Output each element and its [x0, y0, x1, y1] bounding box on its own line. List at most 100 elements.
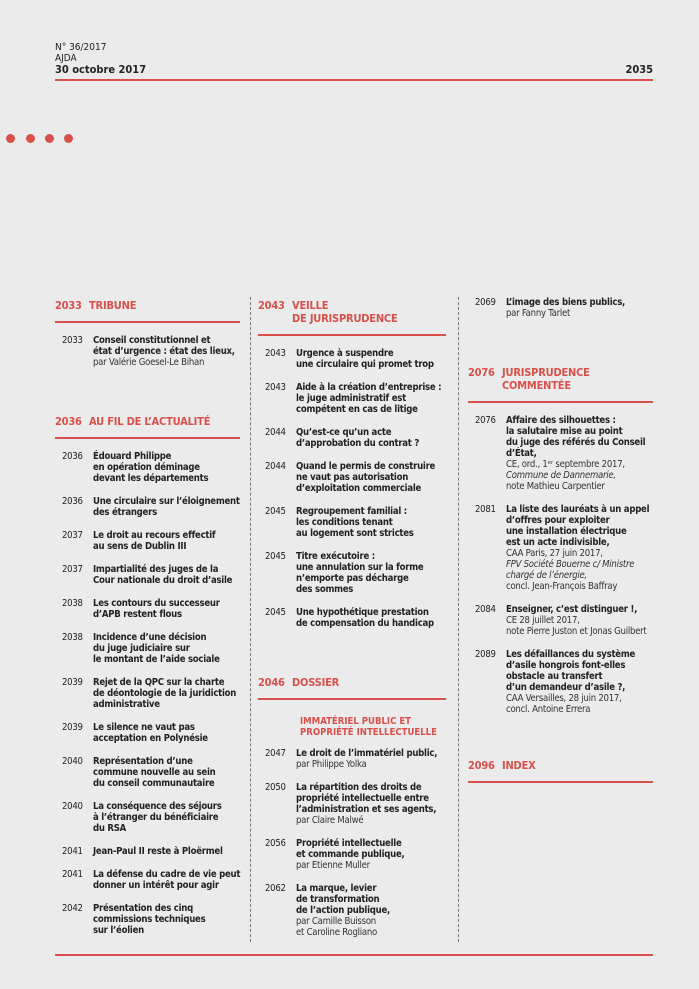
- entry-text: Titre exécutoire : une annulation sur la …: [296, 551, 424, 595]
- entry-title-line: Représentation d’une: [93, 756, 193, 767]
- toc-entry: 2036 Une circulaire sur l’éloignement des …: [55, 496, 240, 518]
- entry-page: 2041: [62, 846, 83, 857]
- section-title-line: TRIBUNE: [89, 299, 137, 312]
- entry-byline-line: par Camille Buisson: [296, 916, 376, 927]
- section-page: 2033: [55, 299, 82, 312]
- entry-title-line: le juge administratif est: [296, 393, 406, 404]
- entry-title: Édouard Philippe en opération déminage dev…: [93, 451, 209, 484]
- entry-title: Regroupement familial : les conditions te…: [296, 506, 414, 539]
- entry-title: La défense du cadre de vie peut donner un…: [93, 869, 240, 891]
- toc-entry: 2040 La conséquence des séjours à l’étrang…: [55, 801, 240, 834]
- entry-byline: par Etienne Muller: [296, 860, 405, 871]
- section-title-line: DE JURISPRUDENCE: [292, 312, 398, 325]
- entry-page: 2042: [62, 903, 83, 914]
- entry-title-line: La conséquence des séjours: [93, 801, 222, 812]
- entry-text: Représentation d’une commune nouvelle au …: [93, 756, 216, 789]
- section-heading: 2043 VEILLE DE JURISPRUDENCE: [258, 299, 446, 325]
- dot: [6, 134, 15, 143]
- entry-text: Les défaillances du système d’asile hongr…: [506, 649, 635, 715]
- entry-page: 2045: [265, 506, 286, 517]
- entry-text: Présentation des cinq commissions techniq…: [93, 903, 206, 936]
- entry-text: Affaire des silhouettes : la salutaire mi…: [506, 415, 646, 492]
- entry-title-line: acceptation en Polynésie: [93, 733, 208, 744]
- entry-title-line: Enseigner, c’est distinguer !,: [506, 604, 638, 615]
- entry-page: 2062: [265, 883, 286, 894]
- toc-entry: 2056 Propriété intellectuelle et commande …: [258, 838, 446, 871]
- entry-byline-line: par Valérie Goesel-Le Bihan: [93, 357, 205, 368]
- section-title: INDEX: [502, 759, 536, 772]
- section-subtitle: IMMATÉRIEL PUBLIC ET PROPRIÉTÉ INTELLECTU…: [258, 716, 446, 738]
- entry-byline: par Camille Buisson et Caroline Rogliano: [296, 916, 390, 938]
- entry-title-line: ne vaut pas autorisation: [296, 472, 409, 483]
- entry-title-line: Le droit au recours effectif: [93, 530, 216, 541]
- dot: [26, 134, 35, 143]
- entry-title-line: du juge des référés du Conseil: [506, 437, 646, 448]
- entry-title-line: une circulaire qui promet trop: [296, 359, 434, 370]
- entry-title-line: Conseil constitutionnel et: [93, 335, 211, 346]
- entry-text: Le silence ne vaut pas acceptation en Pol…: [93, 722, 208, 744]
- entry-title: Les défaillances du système d’asile hongr…: [506, 649, 635, 693]
- section-page: 2096: [468, 759, 495, 772]
- entry-title: Une hypothétique prestation de compensati…: [296, 607, 434, 629]
- entry-text: Une hypothétique prestation de compensati…: [296, 607, 434, 629]
- section-page: 2076: [468, 366, 495, 379]
- section-title-line: INDEX: [502, 759, 536, 772]
- entry-title-line: en opération déminage: [93, 462, 200, 473]
- entry-text: Une circulaire sur l’éloignement des étra…: [93, 496, 240, 518]
- entry-page: 2045: [265, 607, 286, 618]
- footer-rule: [55, 954, 653, 956]
- entry-text: Urgence à suspendre une circulaire qui pr…: [296, 348, 434, 370]
- entry-text: Incidence d’une décision du juge judiciai…: [93, 632, 220, 665]
- toc-entry: 2044 Quand le permis de construire ne vaut…: [258, 461, 446, 494]
- entry-byline: par Fanny Tarlet: [506, 308, 625, 319]
- entry-title-line: à l’étranger du bénéficiaire: [93, 812, 219, 823]
- entry-page: 2040: [62, 756, 83, 767]
- entry-title-line: sur l’éolien: [93, 925, 144, 936]
- entry-text: Quand le permis de construire ne vaut pas…: [296, 461, 435, 494]
- entry-byline: CE 28 juillet 2017, note Pierre Juston et…: [506, 615, 647, 637]
- section-heading: 2036 AU FIL DE L’ACTUALITÉ: [55, 415, 240, 428]
- section-title: AU FIL DE L’ACTUALITÉ: [89, 415, 210, 428]
- entry-title-line: Une hypothétique prestation: [296, 607, 429, 618]
- entry-title-line: de déontologie de la juridiction: [93, 688, 237, 699]
- entry-text: L’image des biens publics, par Fanny Tarl…: [506, 297, 625, 319]
- entry-byline-line: CE 28 juillet 2017,: [506, 615, 580, 626]
- entry-page: 2036: [62, 496, 83, 507]
- section: 2076 JURISPRUDENCE COMMENTÉE 2076 Affaire de…: [468, 366, 653, 715]
- entry-text: Jean-Paul II reste à Ploërmel: [93, 846, 223, 857]
- entry-title: L’image des biens publics,: [506, 297, 625, 308]
- toc-entry: 2043 Urgence à suspendre une circulaire qu…: [258, 348, 446, 370]
- entry-byline-line: CE, ord., 1ᵉʳ septembre 2017,: [506, 459, 625, 470]
- entry-title-line: d’État,: [506, 448, 537, 459]
- entry-title: Une circulaire sur l’éloignement des étra…: [93, 496, 240, 518]
- entry-page: 2045: [265, 551, 286, 562]
- entry-title: Le droit au recours effectif au sens de D…: [93, 530, 216, 552]
- entry-title: La marque, levier de transformation de l’a…: [296, 883, 390, 916]
- toc-entry: 2045 Regroupement familial : les condition…: [258, 506, 446, 539]
- entry-page: 2041: [62, 869, 83, 880]
- entry-title-line: au logement sont strictes: [296, 528, 414, 539]
- entry-text: La marque, levier de transformation de l’a…: [296, 883, 390, 938]
- entry-title-line: des sommes: [296, 584, 354, 595]
- toc-entry: 2037 Le droit au recours effectif au sens …: [55, 530, 240, 552]
- subtitle-line: IMMATÉRIEL PUBLIC ET: [300, 716, 412, 727]
- entry-page: 2039: [62, 677, 83, 688]
- entry-title-line: Les défaillances du système: [506, 649, 636, 660]
- section-heading: 2076 JURISPRUDENCE COMMENTÉE: [468, 366, 653, 392]
- section-title-line: DOSSIER: [292, 676, 340, 689]
- journal: AJDA: [55, 53, 77, 64]
- entry-title-line: le montant de l’aide sociale: [93, 654, 220, 665]
- toc-entry: 2084 Enseigner, c’est distinguer !, CE 28 …: [468, 604, 653, 637]
- section-rule: [468, 781, 653, 783]
- entry-byline: CE, ord., 1ᵉʳ septembre 2017, Commune de …: [506, 459, 645, 492]
- toc-entry: 2076 Affaire des silhouettes : la salutair…: [468, 415, 653, 492]
- entry-byline-line: chargé de l’énergie,: [506, 570, 587, 581]
- entry-page: 2056: [265, 838, 286, 849]
- entry-page: 2036: [62, 451, 83, 462]
- entry-title-line: La marque, levier: [296, 883, 377, 894]
- toc-entry: 2033 Conseil constitutionnel et état d’urg…: [55, 335, 240, 368]
- entry-title: La liste des lauréats à un appel d’offres…: [506, 504, 650, 548]
- section-heading: 2046 DOSSIER: [258, 676, 446, 689]
- entry-byline: par Philippe Yolka: [296, 759, 437, 770]
- section-heading: 2033 TRIBUNE: [55, 299, 240, 312]
